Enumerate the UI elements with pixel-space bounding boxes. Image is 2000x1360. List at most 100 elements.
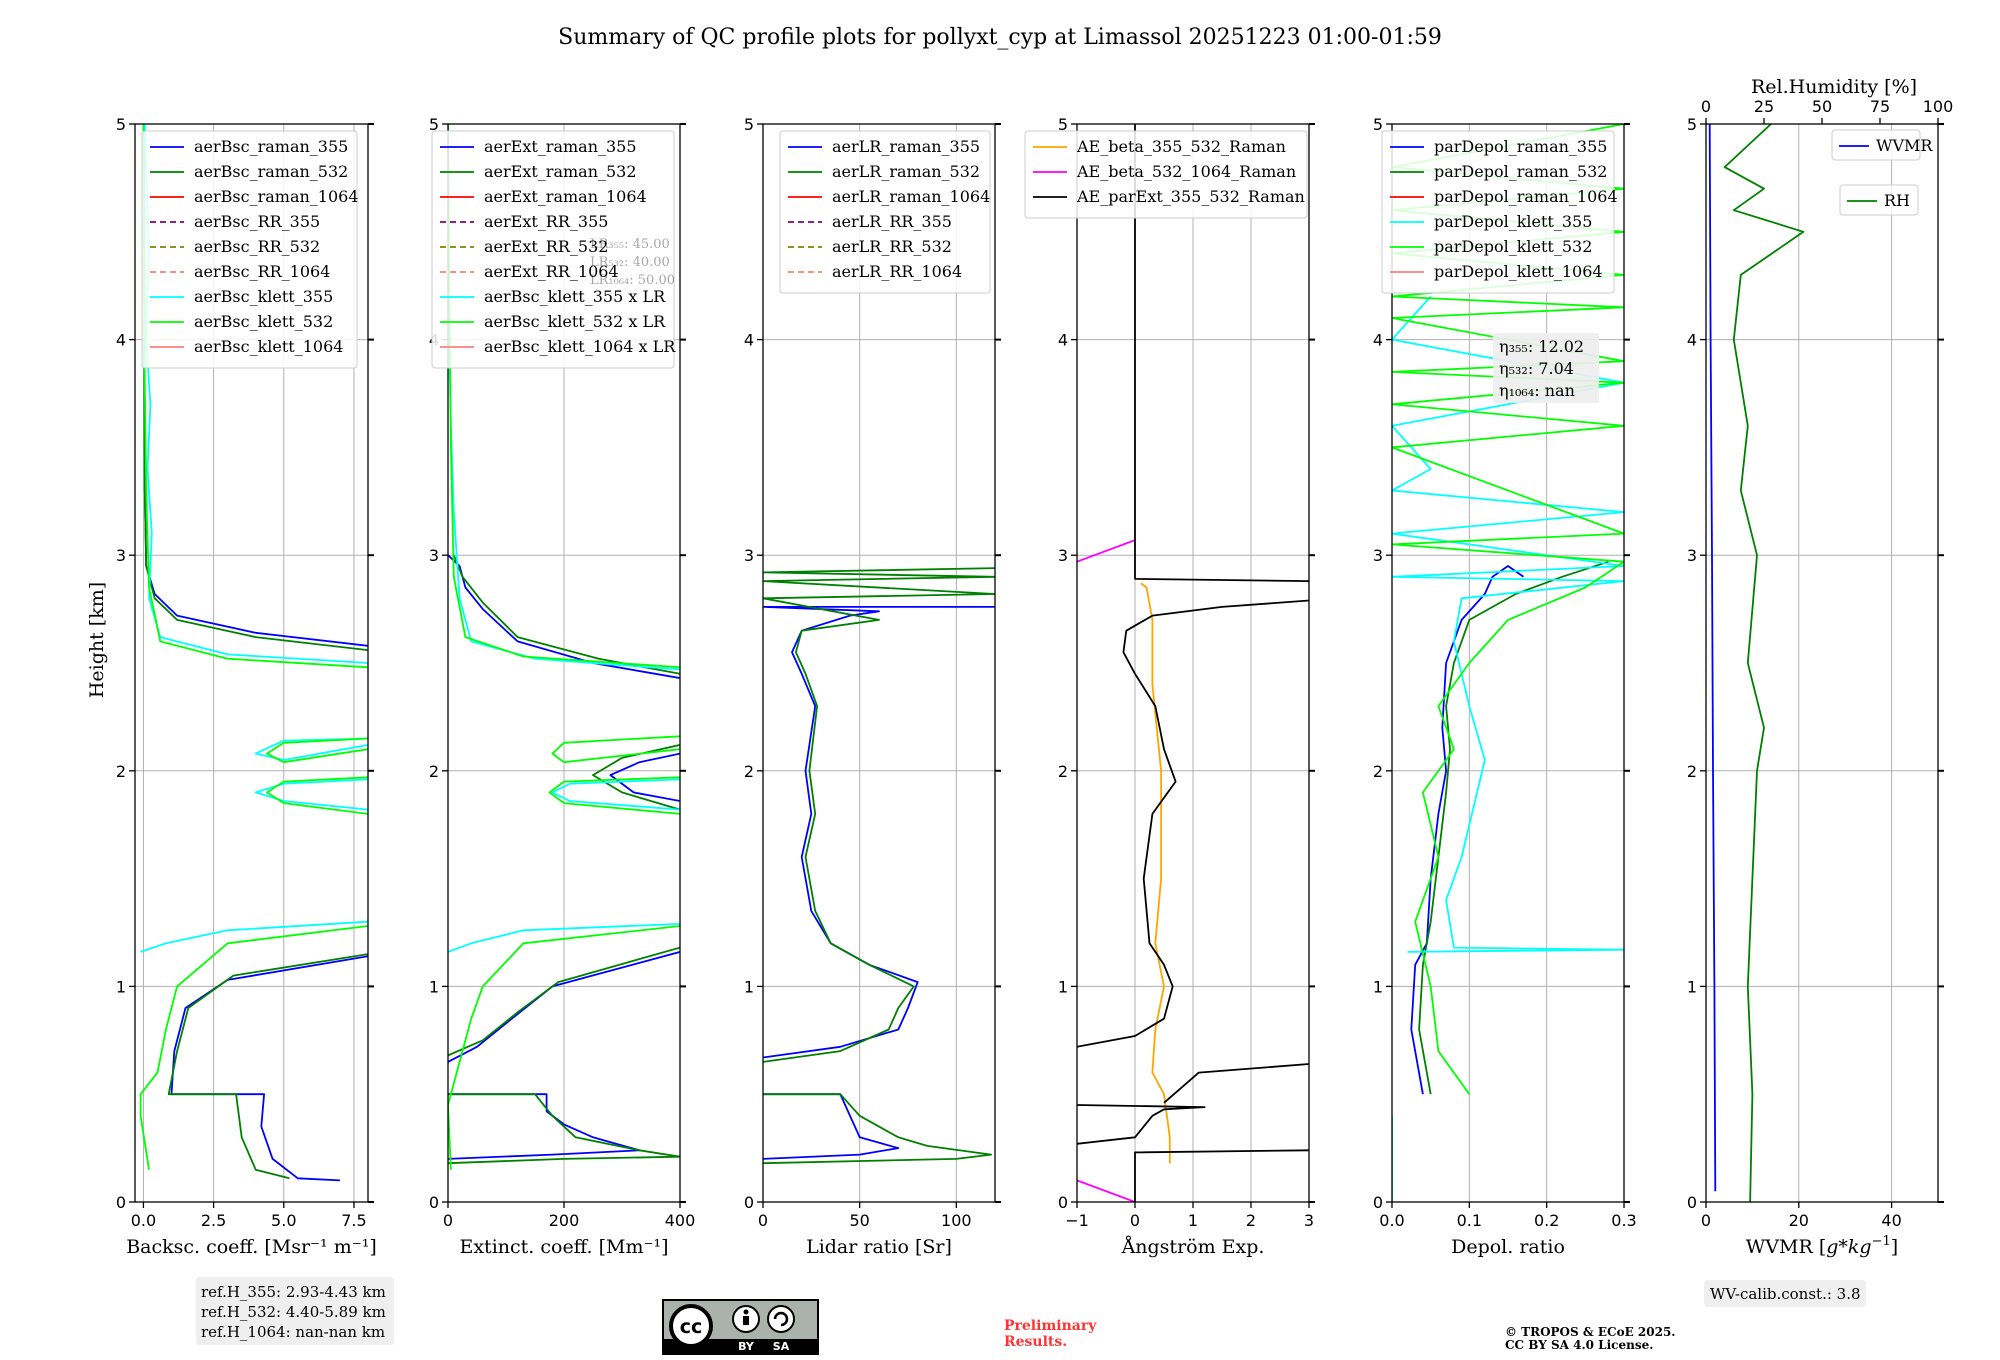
y-tick-label: 5 <box>1373 115 1383 134</box>
legend-label: aerBsc_RR_1064 <box>194 262 330 281</box>
legend-label: AE_beta_355_532_Raman <box>1076 137 1286 156</box>
series-line-parDepol_klett_355_b <box>1392 295 1624 953</box>
y-tick-label: 3 <box>1058 546 1068 565</box>
figure-title: Summary of QC profile plots for pollyxt_… <box>558 25 1442 50</box>
by-text: BY <box>738 1340 755 1353</box>
legend-label: aerLR_raman_1064 <box>832 187 990 206</box>
cc-license-badge: cc BY SA <box>662 1299 819 1355</box>
x-tick-label: 20 <box>1789 1211 1809 1230</box>
y-tick-label: 5 <box>429 115 439 134</box>
x-tick-label: 0.3 <box>1611 1211 1636 1230</box>
y-tick-label: 1 <box>1373 977 1383 996</box>
y-tick-label: 4 <box>1058 331 1068 350</box>
x-axis-label: Lidar ratio [Sr] <box>806 1236 952 1258</box>
series-line-parDepol_raman_355 <box>1410 565 1525 1095</box>
series-line-AE_beta_532_1064_Raman_top <box>1077 539 1136 563</box>
y-tick-label: 4 <box>1373 331 1383 350</box>
series-line-aerBsc_klett_532_upper <box>142 124 368 669</box>
x-tick-label: 3 <box>1304 1211 1314 1230</box>
legend-label: RH <box>1884 191 1910 210</box>
axes-frame <box>1705 123 1939 1203</box>
series-line-aerBsc_raman_355 <box>170 955 368 1182</box>
legend-label: AE_parExt_355_532_Raman <box>1076 187 1305 206</box>
x-tick-label: 200 <box>549 1211 580 1230</box>
series-line-AE_parExt_355_532_Raman_e <box>1134 124 1309 582</box>
legend-label: aerLR_RR_1064 <box>832 262 962 281</box>
series-line-aerExt_raman_532 <box>448 1093 680 1165</box>
series-line-aerExt_raman_532_mid <box>448 946 680 1057</box>
y-tick-label: 3 <box>1373 546 1383 565</box>
y-tick-label: 1 <box>1058 977 1068 996</box>
y-tick-label: 0 <box>744 1193 754 1212</box>
y-tick-label: 2 <box>744 762 754 781</box>
y-tick-label: 5 <box>116 115 126 134</box>
series-line-aerBsc_raman_532 <box>167 953 368 1180</box>
legend-label: aerExt_RR_355 <box>484 212 608 231</box>
y-tick-label: 0 <box>429 1193 439 1212</box>
top-x-tick-label: 0 <box>1701 97 1711 116</box>
x-tick-label: 0.0 <box>131 1211 156 1230</box>
top-axis-label: Rel.Humidity [%] <box>1751 76 1917 98</box>
x-tick-label: 0 <box>758 1211 768 1230</box>
legend-label: WVMR <box>1876 136 1933 155</box>
y-tick-label: 3 <box>116 546 126 565</box>
series-line-aerLR_raman_355_mid <box>763 606 995 1059</box>
panel-backscatter: 0 1 2 3 4 5 0.0 2.5 5.0 7.5 Backsc. coeff. [Msr⁻¹ … <box>116 115 377 1258</box>
legend-label: aerBsc_raman_355 <box>194 137 348 156</box>
legend-label: aerExt_raman_355 <box>484 137 637 156</box>
x-axis-label: WVMR [g*kg−1] <box>1746 1234 1898 1258</box>
x-tick-label: −1 <box>1065 1211 1089 1230</box>
lr-text: LR₁₀₆₄: 50.00 <box>590 273 675 288</box>
y-tick-label: 1 <box>429 977 439 996</box>
legend-label: aerExt_RR_1064 <box>484 262 619 281</box>
legend-label: aerBsc_klett_355 <box>194 287 333 306</box>
share-alike-icon <box>767 1305 795 1333</box>
legend-label: aerBsc_RR_532 <box>194 237 320 256</box>
legend: AE_beta_355_532_Raman AE_beta_532_1064_Ra… <box>1024 130 1308 219</box>
series-line-aerExt_raman_532_top <box>452 554 680 675</box>
y-tick-label: 3 <box>429 546 439 565</box>
y-tick-label: 5 <box>1058 115 1068 134</box>
x-tick-label: 400 <box>665 1211 696 1230</box>
y-tick-label: 4 <box>744 331 754 350</box>
sa-text: SA <box>773 1340 790 1353</box>
wv-calib-box: WV-calib.const.: 3.8 <box>1704 1280 1866 1307</box>
y-tick-label: 0 <box>1687 1193 1697 1212</box>
legend-label: aerBsc_klett_355 x LR <box>484 287 666 306</box>
legend-label: aerBsc_klett_1064 x LR <box>484 337 676 356</box>
legend-label: aerBsc_RR_355 <box>194 212 320 231</box>
x-tick-label: 0 <box>1701 1211 1711 1230</box>
legend-label: aerLR_raman_355 <box>832 137 980 156</box>
series-line-aerBsc_klett_532_mid2 <box>265 737 368 764</box>
series-line-klett_355_ext <box>448 923 680 953</box>
lr-text: LR₃₅₅: 45.00 <box>590 237 670 252</box>
series-line-WVMR <box>1708 124 1717 1192</box>
preliminary-line-2: Results. <box>1004 1334 1067 1350</box>
top-x-tick-label: 75 <box>1870 97 1890 116</box>
legend-label: aerBsc_klett_532 x LR <box>484 312 666 331</box>
y-tick-label: 4 <box>1687 331 1697 350</box>
series-line-aerBsc_klett_532_mid <box>265 776 368 815</box>
x-axis-label: Extinct. coeff. [Mm⁻¹] <box>459 1236 668 1258</box>
y-tick-label: 1 <box>1687 977 1697 996</box>
ref-height-1064: ref.H_1064: nan-nan km <box>201 1323 385 1341</box>
y-tick-label: 2 <box>1058 762 1068 781</box>
series-line-klett_532_ext <box>448 925 680 1170</box>
legend-label: aerLR_raman_532 <box>832 162 980 181</box>
legend-label: aerLR_RR_532 <box>832 237 952 256</box>
legend-label: parDepol_raman_1064 <box>1434 187 1618 206</box>
x-tick-label: 7.5 <box>341 1211 366 1230</box>
eta-annotation: η₃₅₅: 12.02 η₅₃₂: 7.04 η₁₀₆₄: nan <box>1493 333 1599 403</box>
y-tick-label: 4 <box>116 331 126 350</box>
legend-label: parDepol_raman_355 <box>1434 137 1607 156</box>
cc-icon <box>669 1304 713 1348</box>
axes-frame <box>134 123 369 1203</box>
y-tick-label: 0 <box>1058 1193 1068 1212</box>
top-x-tick-label: 50 <box>1812 97 1832 116</box>
x-tick-label: 0.2 <box>1534 1211 1559 1230</box>
series-line-klett_532_ext_top <box>448 124 680 669</box>
legend-label: parDepol_klett_532 <box>1434 237 1592 256</box>
x-axis-label: Ångström Exp. <box>1121 1236 1265 1258</box>
